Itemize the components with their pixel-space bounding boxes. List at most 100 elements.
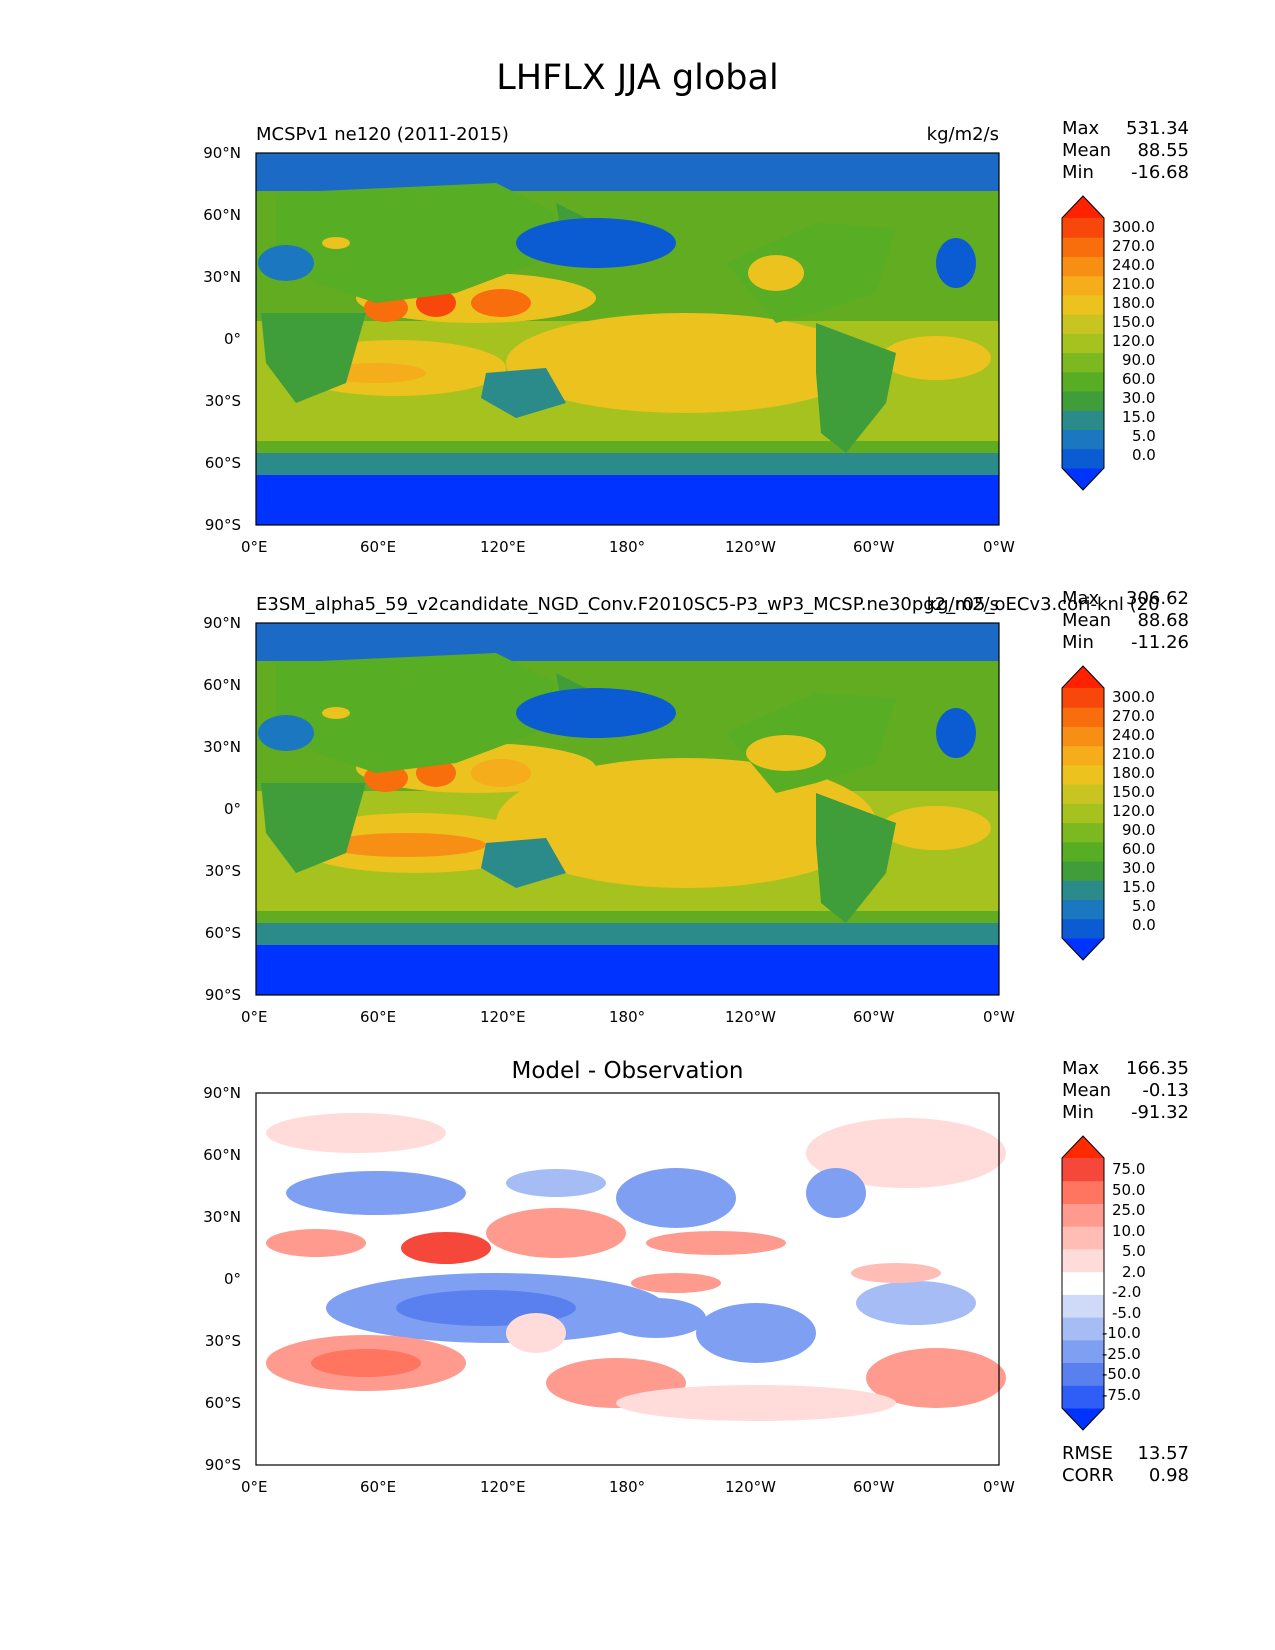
panel3-lat-tick-60n: 60°N [203, 1146, 241, 1164]
panel1-lat-tick-60n: 60°N [203, 206, 241, 224]
panel1-lon-tick-120w: 120°W [725, 538, 776, 556]
panel2-mean-label: Mean [1062, 610, 1112, 631]
panel3-rmse-label: RMSE [1062, 1443, 1113, 1464]
panel1-lat-tick-60s: 60°S [204, 454, 241, 472]
panel3-corr-value: 0.98 [1148, 1465, 1189, 1486]
colorbar-swatch [1062, 1248, 1104, 1273]
colorbar-swatch [1062, 726, 1104, 747]
panel2-title: E3SM_alpha5_59_v2candidate_NGD_Conv.F201… [256, 594, 1160, 615]
panel2-lat-tick-60n: 60°N [203, 676, 241, 694]
panel3-max-label: Max [1062, 1058, 1100, 1079]
panel1-cbar-label: 180.0 [1112, 294, 1155, 312]
panel1-max-label: Max [1062, 118, 1100, 139]
panel3-lon-tick-120w: 120°W [725, 1478, 776, 1496]
colorbar-swatch [1062, 256, 1104, 277]
panel2-max-label: Max [1062, 588, 1100, 609]
panel3-lat-tick-30s: 30°S [204, 1332, 241, 1350]
colorbar-swatch [1062, 237, 1104, 257]
panel3-cbar-label: -75.0 [1102, 1386, 1141, 1404]
panel3-map [255, 1092, 1006, 1466]
panel1-mean-label: Mean [1062, 140, 1112, 161]
panel1-lon-tick-60w: 60°W [853, 538, 895, 556]
panel1-cbar-label: 15.0 [1122, 408, 1156, 426]
panel1-lat-tick-90n: 90°N [203, 144, 241, 162]
panel3-lon-tick-0e: 0°E [241, 1478, 268, 1496]
panel2-min-value: -11.26 [1130, 632, 1189, 653]
panel2-lat-tick-30s: 30°S [204, 862, 241, 880]
colorbar-swatch [1062, 429, 1104, 450]
panel3-min-label: Min [1062, 1102, 1094, 1123]
panel3-rmse-value: 13.57 [1137, 1443, 1189, 1464]
panel2-lon-tick-60w: 60°W [853, 1008, 895, 1026]
colorbar-swatch [1062, 861, 1104, 881]
panel2-map [255, 622, 1000, 996]
panel3-cbar-label: -25.0 [1102, 1345, 1141, 1363]
panel3-lon-tick-60e: 60°E [360, 1478, 397, 1496]
panel1-cbar-label: 60.0 [1122, 370, 1156, 388]
colorbar-swatch [1062, 1271, 1104, 1295]
colorbar-outline [1061, 195, 1105, 491]
panel2-cbar-label: 210.0 [1112, 745, 1155, 763]
colorbar-swatch [1062, 1226, 1104, 1250]
panel1-cbar-label: 300.0 [1112, 218, 1155, 236]
colorbar-swatch [1062, 294, 1104, 315]
panel3-lat-tick-30n: 30°N [203, 1208, 241, 1226]
panel3-cbar-label: -50.0 [1102, 1365, 1141, 1383]
panel1-min-label: Min [1062, 162, 1094, 183]
panel1-max-value: 531.34 [1126, 118, 1189, 139]
panel2-lon-tick-0e: 0°E [241, 1008, 268, 1026]
panel3-cbar-label: 50.0 [1112, 1181, 1146, 1199]
panel1-cbar-label: 150.0 [1112, 313, 1155, 331]
panel2-lat-tick-60s: 60°S [204, 924, 241, 942]
panel1-cbar-label: 5.0 [1132, 427, 1156, 445]
panel2-cbar-label: 270.0 [1112, 707, 1155, 725]
panel3-cbar-label: 2.0 [1122, 1263, 1146, 1281]
colorbar-swatch [1062, 666, 1104, 688]
panel2-lon-tick-120w: 120°W [725, 1008, 776, 1026]
panel3-lon-tick-120e: 120°E [480, 1478, 526, 1496]
colorbar-swatch [1062, 938, 1104, 960]
panel2-cbar-label: 180.0 [1112, 764, 1155, 782]
panel2-cbar-label: 15.0 [1122, 878, 1156, 896]
panel3-corr-label: CORR [1062, 1465, 1114, 1486]
colorbar-swatch [1062, 314, 1104, 334]
panel1-lon-tick-60e: 60°E [360, 538, 397, 556]
colorbar-swatch [1062, 745, 1104, 766]
panel1-map [255, 152, 1000, 526]
panel1-min-value: -16.68 [1130, 162, 1189, 183]
panel2-lon-tick-120e: 120°E [480, 1008, 526, 1026]
colorbar-swatch [1062, 371, 1104, 392]
panel1-cbar-label: 240.0 [1112, 256, 1155, 274]
panel3-cbar-label: 75.0 [1112, 1160, 1146, 1178]
colorbar-swatch [1062, 764, 1104, 785]
panel2-cbar-label: 240.0 [1112, 726, 1155, 744]
colorbar-swatch [1062, 1203, 1104, 1227]
panel3-mean-label: Mean [1062, 1080, 1112, 1101]
colorbar-swatch [1062, 822, 1104, 843]
panel2-cbar-label: 90.0 [1122, 821, 1156, 839]
panel2-lon-tick-0w: 0°W [983, 1008, 1015, 1026]
colorbar-swatch [1062, 410, 1104, 431]
colorbar-swatch [1062, 1294, 1104, 1318]
panel3-lat-tick-60s: 60°S [204, 1394, 241, 1412]
colorbar-swatch [1062, 1362, 1104, 1386]
panel1-lon-tick-180: 180° [609, 538, 646, 556]
panel3-cbar-label: -10.0 [1102, 1324, 1141, 1342]
panel1-mean-value: 88.55 [1137, 140, 1189, 161]
panel1-title: MCSPv1 ne120 (2011-2015) [256, 124, 509, 145]
panel3-lon-tick-60w: 60°W [853, 1478, 895, 1496]
colorbar-swatch [1062, 448, 1104, 469]
panel3-cbar-label: 25.0 [1112, 1201, 1146, 1219]
panel3-max-value: 166.35 [1126, 1058, 1189, 1079]
panel1-lat-tick-90s: 90°S [204, 516, 241, 534]
panel3-lat-tick-90n: 90°N [203, 1084, 241, 1102]
colorbar-swatch [1062, 391, 1104, 411]
panel3-cbar-label: -5.0 [1112, 1304, 1142, 1322]
colorbar-swatch [1062, 196, 1104, 218]
colorbar-swatch [1062, 1317, 1104, 1341]
colorbar-swatch [1062, 468, 1104, 490]
panel1-cbar-label: 30.0 [1122, 389, 1156, 407]
panel1-cbar-label: 270.0 [1112, 237, 1155, 255]
colorbar-swatch [1062, 1339, 1104, 1364]
colorbar-swatch [1062, 1158, 1104, 1182]
